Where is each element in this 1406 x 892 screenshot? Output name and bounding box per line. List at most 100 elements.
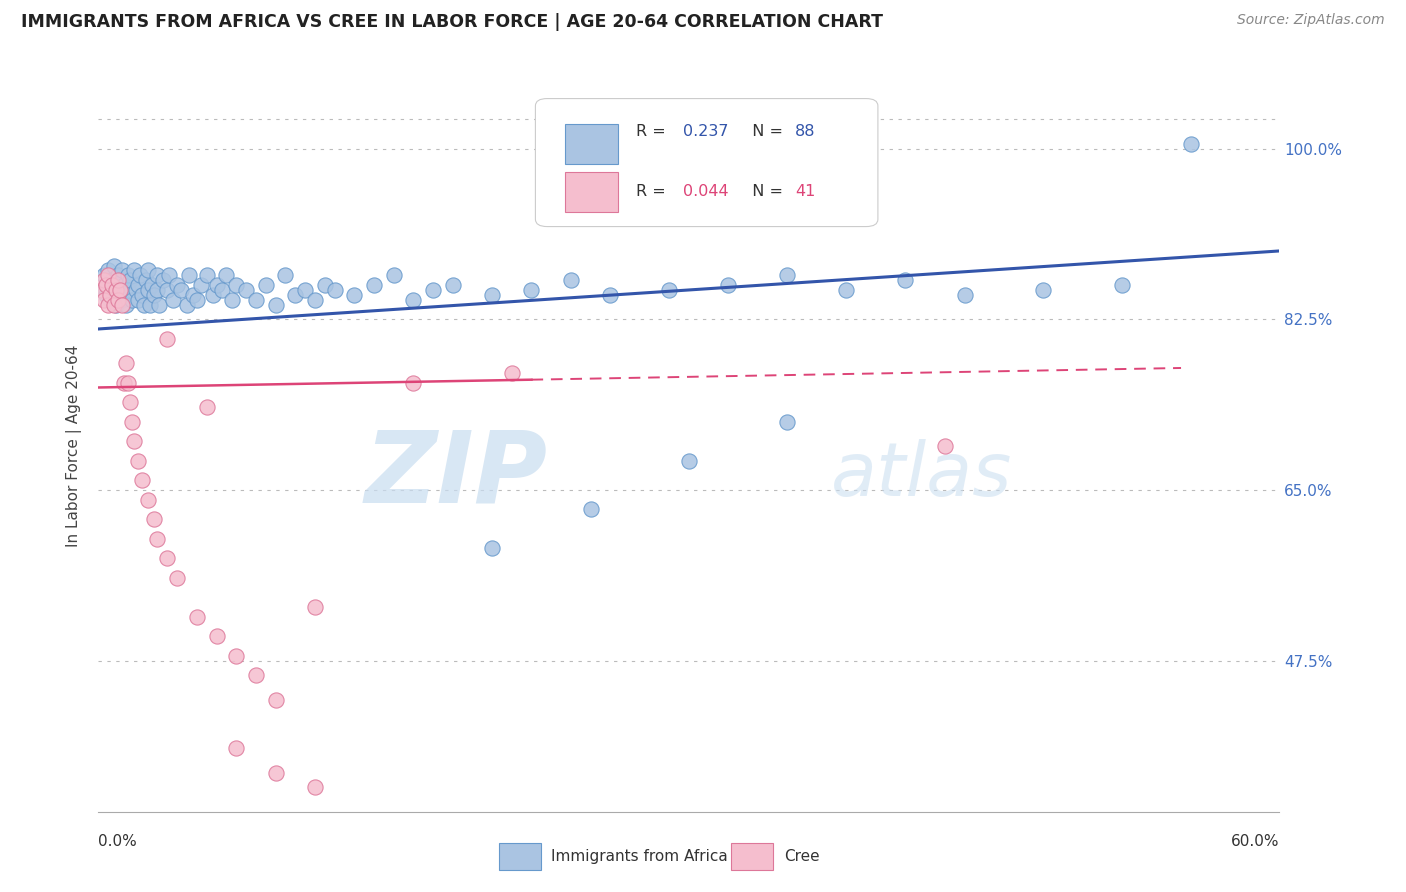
Point (177, 268, 200, 283)
Point (111, 297, 134, 311)
Point (190, 278, 212, 293)
Point (481, 288, 503, 302)
Point (1032, 283, 1054, 297)
Point (264, 765, 287, 780)
Point (776, 268, 799, 283)
Point (245, 668, 267, 682)
Point (1180, 136, 1202, 151)
Point (112, 376, 135, 390)
Text: ZIP: ZIP (364, 426, 547, 524)
Point (205, 278, 228, 293)
Point (135, 273, 157, 287)
Text: 41: 41 (796, 184, 815, 199)
Point (186, 609, 208, 624)
Point (112, 278, 135, 293)
Point (96, 288, 118, 302)
Point (115, 356, 138, 370)
Point (314, 278, 336, 293)
Point (402, 293, 425, 307)
Point (221, 293, 243, 307)
Point (382, 268, 405, 283)
Point (304, 780, 326, 795)
Point (91, 283, 114, 297)
Point (323, 283, 346, 297)
Point (142, 512, 165, 526)
Point (107, 273, 129, 287)
Point (195, 400, 218, 414)
Point (131, 473, 153, 487)
Y-axis label: In Labor Force | Age 20-64: In Labor Force | Age 20-64 (66, 345, 83, 547)
Point (245, 293, 267, 307)
Point (304, 599, 326, 614)
Point (156, 551, 179, 566)
Text: 60.0%: 60.0% (1232, 834, 1279, 849)
Point (93, 273, 115, 287)
Point (146, 532, 169, 546)
Point (156, 283, 179, 297)
Point (166, 278, 188, 293)
Point (97, 278, 120, 293)
Text: N =: N = (742, 184, 789, 199)
Text: N =: N = (742, 124, 789, 139)
Point (93, 268, 115, 283)
Text: 0.237: 0.237 (683, 124, 728, 139)
Point (264, 297, 287, 311)
Point (402, 376, 425, 390)
Point (136, 492, 159, 507)
Point (678, 453, 700, 467)
Point (91, 283, 114, 297)
Point (146, 283, 169, 297)
Point (152, 273, 174, 287)
Point (166, 571, 188, 585)
Point (132, 297, 155, 311)
Point (107, 293, 129, 307)
FancyBboxPatch shape (565, 124, 619, 164)
Point (658, 283, 681, 297)
Point (211, 283, 233, 297)
Point (304, 293, 326, 307)
Point (225, 648, 247, 663)
Point (105, 283, 128, 297)
Text: R =: R = (636, 124, 671, 139)
Point (186, 293, 208, 307)
Point (776, 415, 799, 429)
Point (205, 629, 228, 643)
Point (111, 293, 134, 307)
Point (97, 263, 120, 277)
Point (118, 273, 141, 287)
Point (953, 288, 976, 302)
Point (103, 283, 125, 297)
Point (121, 293, 143, 307)
Text: Cree: Cree (785, 849, 820, 863)
Point (717, 278, 740, 293)
Point (131, 288, 153, 302)
Text: Source: ZipAtlas.com: Source: ZipAtlas.com (1237, 13, 1385, 28)
Point (422, 283, 444, 297)
Point (136, 283, 159, 297)
Point (520, 283, 543, 297)
FancyBboxPatch shape (565, 171, 619, 212)
Point (97, 297, 120, 311)
Point (560, 273, 582, 287)
Point (254, 278, 277, 293)
Point (157, 268, 180, 283)
Point (117, 268, 139, 283)
Point (156, 332, 179, 346)
Point (98, 288, 121, 302)
Point (97, 268, 120, 283)
Point (101, 278, 124, 293)
Text: R =: R = (636, 184, 671, 199)
Point (127, 293, 149, 307)
Point (103, 259, 125, 273)
Point (835, 283, 858, 297)
Point (121, 415, 143, 429)
Text: 0.044: 0.044 (683, 184, 728, 199)
Point (195, 268, 218, 283)
Point (170, 283, 193, 297)
Point (108, 273, 131, 287)
Point (235, 283, 257, 297)
Text: 0.0%: 0.0% (98, 834, 138, 849)
Point (111, 263, 134, 277)
Point (501, 366, 523, 380)
Point (127, 278, 149, 293)
